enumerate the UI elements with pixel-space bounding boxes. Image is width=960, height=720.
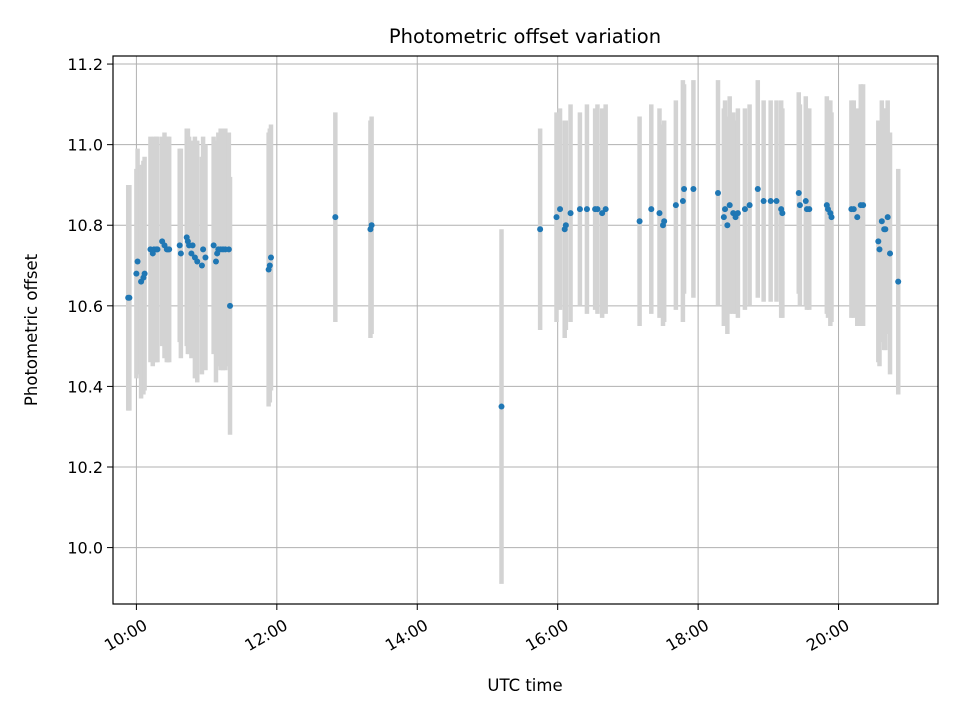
data-point (681, 185, 688, 192)
data-point (806, 206, 813, 213)
data-point (557, 206, 564, 213)
data-point (198, 262, 205, 269)
data-point (332, 214, 339, 221)
data-point (567, 210, 574, 217)
data-point (860, 202, 867, 209)
data-point (177, 250, 184, 257)
data-point (166, 246, 173, 253)
data-point (194, 258, 201, 265)
data-point (760, 198, 767, 205)
data-point (882, 226, 889, 233)
x-axis-label: UTC time (487, 676, 562, 695)
data-point (795, 190, 802, 196)
data-point (134, 258, 141, 265)
data-point (679, 198, 686, 205)
data-point (498, 403, 505, 410)
data-point (746, 202, 753, 209)
data-point (715, 190, 721, 196)
data-point (690, 185, 697, 192)
data-point (594, 206, 601, 213)
y-tick-label: 10.4 (67, 377, 103, 396)
data-point (227, 302, 234, 309)
data-point (884, 214, 891, 221)
data-point (754, 185, 761, 192)
data-point (602, 206, 609, 213)
data-point (225, 246, 232, 253)
data-point (266, 262, 273, 269)
data-point (202, 254, 209, 261)
data-point (828, 214, 835, 221)
data-point (141, 270, 148, 277)
data-point (876, 246, 883, 253)
y-tick-label: 10.6 (67, 297, 103, 316)
data-point (133, 270, 140, 277)
data-point (741, 206, 748, 213)
data-point (636, 218, 643, 225)
data-point (176, 242, 183, 249)
data-point (583, 206, 590, 213)
data-point (562, 222, 569, 229)
data-point (724, 222, 731, 229)
data-point (854, 214, 861, 221)
data-point (126, 294, 133, 301)
data-point (734, 210, 741, 217)
data-point (154, 246, 161, 253)
data-point (661, 218, 668, 225)
data-point (878, 218, 885, 225)
data-point (599, 210, 606, 217)
data-point (802, 198, 809, 205)
data-point (722, 206, 729, 213)
data-points (125, 185, 902, 410)
data-point (188, 250, 195, 257)
data-point (726, 202, 733, 209)
data-point (200, 246, 207, 253)
data-point (875, 238, 882, 245)
y-tick-label: 10.2 (67, 458, 103, 477)
data-point (850, 206, 857, 213)
y-tick-label: 11.2 (67, 55, 103, 74)
data-point (895, 278, 902, 285)
data-point (887, 250, 894, 257)
chart-title: Photometric offset variation (389, 25, 661, 48)
data-point (210, 242, 217, 249)
data-point (767, 198, 774, 205)
data-point (720, 214, 727, 221)
data-point (267, 254, 274, 261)
data-point (779, 210, 786, 217)
data-point (672, 202, 679, 209)
data-point (648, 206, 655, 213)
data-point (796, 202, 803, 209)
data-point (189, 242, 196, 249)
y-axis-ticks: 10.0 10.2 10.4 10.6 10.8 11.0 11.2 (67, 55, 113, 558)
y-tick-label: 10.8 (67, 216, 103, 235)
y-tick-label: 11.0 (67, 136, 103, 155)
data-point (656, 210, 663, 217)
data-point (212, 258, 219, 265)
data-point (773, 198, 780, 205)
data-point (368, 222, 375, 229)
y-tick-label: 10.0 (67, 539, 103, 558)
data-point (576, 206, 583, 213)
plot-frame (112, 55, 939, 605)
data-point (537, 226, 544, 233)
data-point (553, 214, 560, 221)
y-axis-label: Photometric offset (22, 253, 41, 406)
